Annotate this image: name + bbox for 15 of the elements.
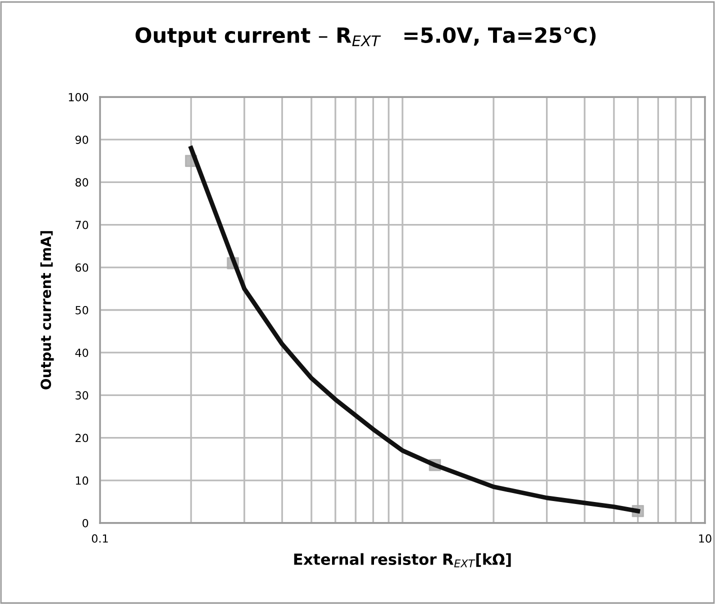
y-tick-label: 80 bbox=[76, 178, 88, 187]
y-tick-label: 30 bbox=[76, 391, 88, 400]
y-tick-label: 70 bbox=[76, 220, 88, 230]
y-tick-label: 90 bbox=[75, 136, 88, 144]
y-tick-label: 0 bbox=[82, 518, 88, 528]
y-tick-label: 50 bbox=[76, 306, 88, 314]
x-tick-label: 0.1 bbox=[92, 534, 108, 543]
chart-title: Output current – R$_{EXT}$ =5.0V, Ta=25℃) bbox=[136, 26, 596, 48]
y-tick-label: 100 bbox=[68, 92, 88, 102]
y-tick-label: 40 bbox=[75, 348, 88, 357]
y-tick-label: 10 bbox=[76, 476, 88, 485]
y-tick-label: 60 bbox=[76, 263, 88, 272]
x-axis-title: External resistor R$_{EXT}$[kΩ] bbox=[294, 553, 511, 568]
y-axis-title: Output current [mA] bbox=[40, 231, 54, 390]
y-tick-label: 20 bbox=[76, 434, 88, 442]
